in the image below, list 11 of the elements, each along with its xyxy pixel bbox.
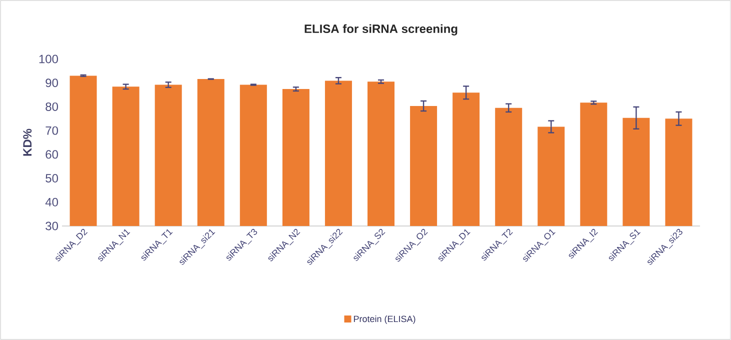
- y-tick-label: 90: [46, 78, 58, 88]
- y-tick-label: 70: [46, 126, 58, 135]
- chart-title: ELISA for siRNA screening: [304, 24, 458, 36]
- y-tick-label: 50: [46, 174, 58, 183]
- y-tick-label: 100: [39, 54, 58, 64]
- y-tick-label: 80: [46, 102, 58, 111]
- legend-label: Protein (ELISA): [354, 315, 416, 324]
- y-tick-label: 40: [45, 198, 58, 206]
- y-tick-label: 30: [46, 222, 58, 230]
- y-tick-label: 60: [46, 150, 58, 159]
- y-axis-title: KD%: [23, 128, 32, 156]
